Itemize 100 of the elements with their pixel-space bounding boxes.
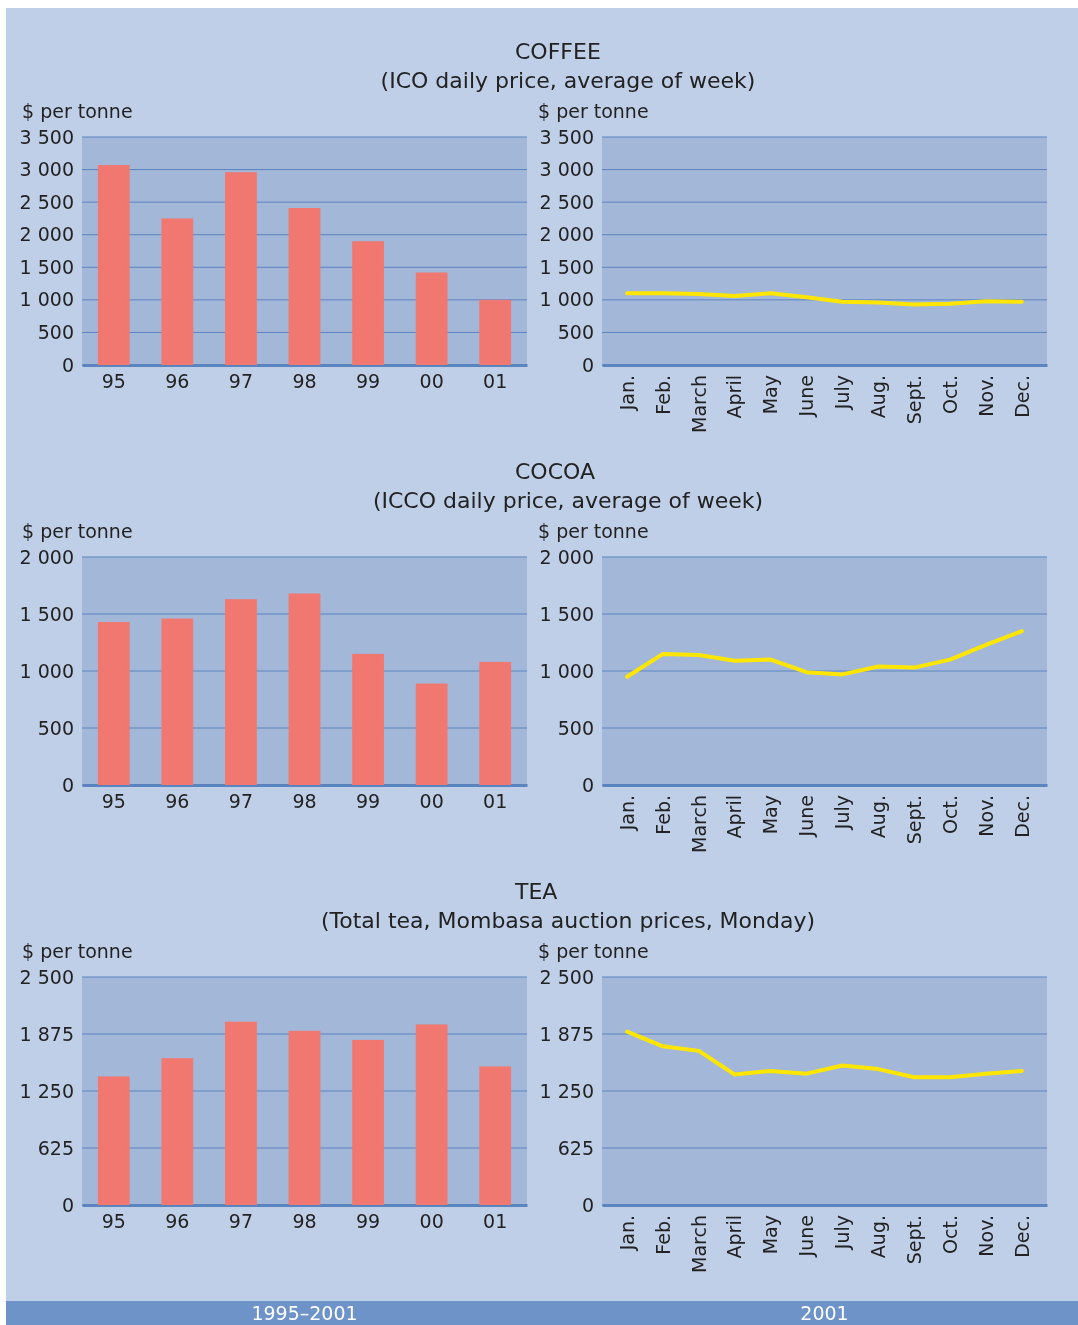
bar xyxy=(415,272,448,365)
x-tick-label: July xyxy=(831,795,854,831)
text: 2001 xyxy=(800,1302,849,1324)
x-tick-label: Oct. xyxy=(938,795,961,834)
x-tick-label: June xyxy=(795,375,818,418)
y-tick-label: 2 000 xyxy=(19,545,74,568)
y-tick-label: 2 500 xyxy=(19,190,74,213)
x-tick-label: 95 xyxy=(101,790,126,813)
y-tick-label: 0 xyxy=(61,773,74,796)
bar xyxy=(479,299,512,365)
x-tick-label: Oct. xyxy=(938,375,961,414)
chart-subtitle: (ICO daily price, average of week) xyxy=(380,68,756,93)
x-tick-label: Dec. xyxy=(1010,375,1033,418)
x-tick-label: 96 xyxy=(165,790,190,813)
y-tick-label: 0 xyxy=(581,353,594,376)
y-tick-label: 1 500 xyxy=(19,602,74,625)
x-tick-label: April xyxy=(723,375,746,419)
y-tick-label: 2 000 xyxy=(539,545,594,568)
x-tick-label: Dec. xyxy=(1010,1215,1033,1258)
bar xyxy=(97,1076,130,1205)
bar xyxy=(415,683,448,785)
x-tick-label: Dec. xyxy=(1010,795,1033,838)
bar xyxy=(97,165,130,365)
x-tick-label: 96 xyxy=(165,370,190,393)
x-tick-label: 98 xyxy=(292,370,317,393)
x-tick-label: July xyxy=(831,375,854,411)
x-tick-label: May xyxy=(759,375,782,415)
y-axis-title: $ per tonne xyxy=(22,520,133,542)
x-tick-label: June xyxy=(795,795,818,838)
text: 1995–2001 xyxy=(251,1302,358,1324)
y-tick-label: 2 500 xyxy=(539,190,594,213)
x-tick-label: Nov. xyxy=(974,375,997,417)
x-tick-label: Feb. xyxy=(651,795,674,835)
bar xyxy=(479,661,512,785)
bar xyxy=(288,593,321,785)
y-tick-label: 1 000 xyxy=(19,659,74,682)
x-tick-label: June xyxy=(795,1215,818,1258)
x-tick-label: 00 xyxy=(419,370,444,393)
x-tick-label: 00 xyxy=(419,1210,444,1233)
x-tick-label: 98 xyxy=(292,1210,317,1233)
y-tick-label: 2 500 xyxy=(19,965,74,988)
bar xyxy=(288,1030,321,1205)
y-tick-label: 0 xyxy=(61,1193,74,1216)
y-tick-label: 3 500 xyxy=(539,125,594,148)
bar xyxy=(352,241,384,365)
bar xyxy=(479,1066,512,1205)
bar xyxy=(352,1039,384,1205)
y-tick-label: 500 xyxy=(557,716,594,739)
x-tick-label: 97 xyxy=(228,370,254,393)
x-tick-label: May xyxy=(759,1215,782,1255)
x-tick-label: Sept. xyxy=(902,795,925,845)
y-tick-label: 500 xyxy=(37,321,74,344)
y-tick-label: 3 000 xyxy=(19,158,74,181)
y-tick-label: 1 250 xyxy=(19,1079,74,1102)
y-axis-title: $ per tonne xyxy=(538,100,649,122)
x-tick-label: Aug. xyxy=(866,795,889,839)
x-tick-label: April xyxy=(723,1215,746,1259)
y-tick-label: 3 000 xyxy=(539,158,594,181)
bar xyxy=(97,621,130,785)
x-tick-label: Nov. xyxy=(974,1215,997,1257)
bar xyxy=(288,208,321,365)
x-tick-label: 95 xyxy=(101,370,126,393)
x-tick-label: Oct. xyxy=(938,1215,961,1254)
x-tick-label: Feb. xyxy=(651,1215,674,1255)
y-axis-title: $ per tonne xyxy=(538,520,649,542)
bar xyxy=(352,653,384,785)
y-axis-title: $ per tonne xyxy=(538,940,649,962)
x-tick-label: Jan. xyxy=(615,795,638,832)
y-tick-label: 2 000 xyxy=(19,223,74,246)
x-tick-label: 99 xyxy=(355,1210,381,1233)
bar xyxy=(225,172,257,365)
y-axis-title: $ per tonne xyxy=(22,940,133,962)
x-tick-label: April xyxy=(723,795,746,839)
bar xyxy=(161,218,194,365)
x-tick-label: Nov. xyxy=(974,795,997,837)
x-tick-label: 97 xyxy=(228,790,254,813)
y-tick-label: 1 000 xyxy=(539,659,594,682)
x-tick-label: Sept. xyxy=(902,1215,925,1265)
y-tick-label: 1 875 xyxy=(19,1022,74,1045)
x-tick-label: Aug. xyxy=(866,1215,889,1259)
x-tick-label: 01 xyxy=(483,790,508,813)
bar xyxy=(225,599,257,785)
y-tick-label: 0 xyxy=(581,773,594,796)
x-tick-label: 00 xyxy=(419,790,444,813)
y-tick-label: 1 500 xyxy=(539,255,594,278)
x-tick-label: May xyxy=(759,795,782,835)
y-tick-label: 1 500 xyxy=(19,255,74,278)
x-tick-label: March xyxy=(687,375,710,433)
x-tick-label: Sept. xyxy=(902,375,925,425)
y-tick-label: 500 xyxy=(37,716,74,739)
y-tick-label: 1 000 xyxy=(19,288,74,311)
x-tick-label: Aug. xyxy=(866,375,889,419)
x-tick-label: 99 xyxy=(355,790,381,813)
x-tick-label: Feb. xyxy=(651,375,674,415)
x-tick-label: 96 xyxy=(165,1210,190,1233)
x-tick-label: 97 xyxy=(228,1210,254,1233)
x-tick-label: Jan. xyxy=(615,1215,638,1252)
chart-subtitle: (Total tea, Mombasa auction prices, Monday) xyxy=(320,908,816,933)
chart-title: COCOA xyxy=(515,459,596,484)
y-axis-title: $ per tonne xyxy=(22,100,133,122)
